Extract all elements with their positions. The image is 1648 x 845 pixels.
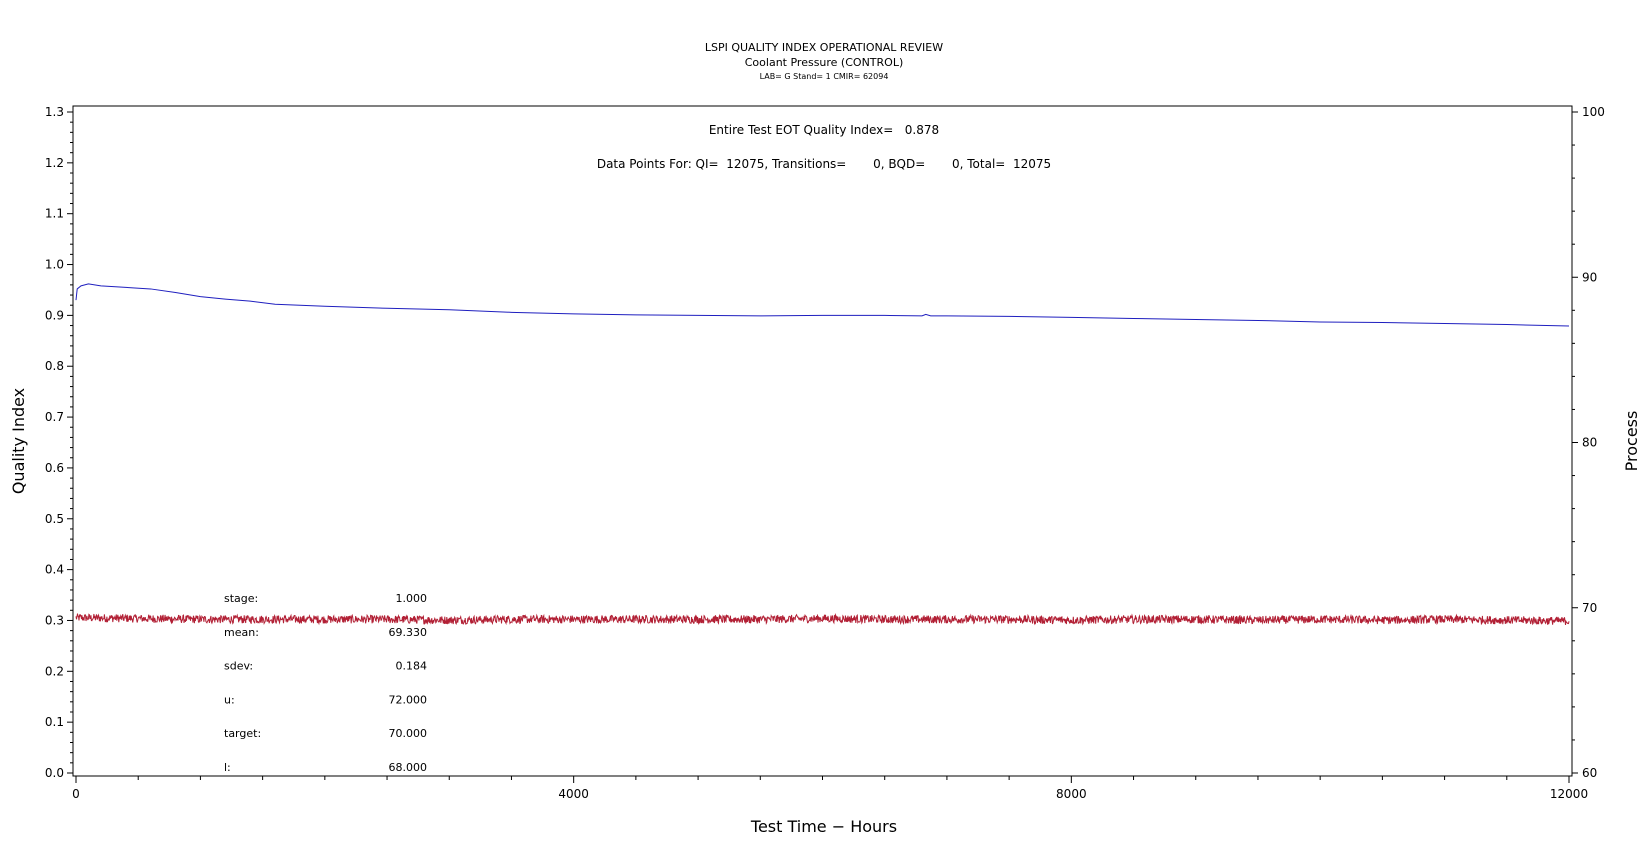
- stat-value: 72.000: [389, 693, 428, 706]
- y-left-tick-label: 0.4: [45, 563, 64, 577]
- y-left-tick-label: 0.1: [45, 715, 64, 729]
- chart-title: LSPI QUALITY INDEX OPERATIONAL REVIEW: [705, 41, 943, 54]
- y-right-tick-label: 90: [1582, 270, 1597, 284]
- x-tick-label: 4000: [558, 787, 589, 801]
- stat-label: target:: [224, 727, 261, 740]
- stat-label: u:: [224, 693, 235, 706]
- plot-frame: [72, 105, 1573, 777]
- series-process-line: [75, 613, 1570, 626]
- y-left-tick-label: 1.1: [45, 207, 64, 221]
- y-left-tick-label: 0.5: [45, 512, 64, 526]
- x-tick-label: 12000: [1550, 787, 1588, 801]
- stat-value: 69.330: [389, 626, 428, 639]
- y-right-tick-label: 70: [1582, 601, 1597, 615]
- y-left-tick-label: 1.2: [45, 156, 64, 170]
- y-right-tick-label: 60: [1582, 766, 1597, 780]
- series-quality-index-line: [75, 283, 1570, 327]
- x-tick-label: 8000: [1056, 787, 1087, 801]
- y-left-tick-label: 0.8: [45, 359, 64, 373]
- y-right-tick-label: 100: [1582, 105, 1605, 119]
- stat-value: 68.000: [389, 761, 428, 774]
- qi-annotation: Entire Test EOT Quality Index= 0.878: [709, 123, 939, 137]
- y-left-tick-label: 1.3: [45, 105, 64, 119]
- y-right-tick-label: 80: [1582, 436, 1597, 450]
- chart-subtitle: Coolant Pressure (CONTROL): [745, 56, 904, 69]
- y-left-tick-label: 0.9: [45, 308, 64, 322]
- y-left-tick-label: 0.7: [45, 410, 64, 424]
- chart-subtitle-2: LAB= G Stand= 1 CMIR= 62094: [760, 72, 889, 81]
- stat-value: 0.184: [396, 660, 428, 673]
- y-left-tick-label: 0.6: [45, 461, 64, 475]
- y-left-tick-label: 0.2: [45, 664, 64, 678]
- y-left-tick-label: 0.0: [45, 766, 64, 780]
- axis-ticks: 0.0 0.1 0.2 0.3 0.4 0.5 0.6 0.7 0.8 0.9 1.0 1.1 1.2 1…: [45, 105, 1605, 801]
- stat-value: 70.000: [389, 727, 428, 740]
- x-tick-label: 0: [72, 787, 80, 801]
- stat-value: 1.000: [396, 592, 428, 605]
- y-left-tick-label: 1.0: [45, 258, 64, 272]
- data-points-annotation: Data Points For: QI= 12075, Transitions=…: [597, 157, 1051, 171]
- stats-table: stage: 1.000 mean: 69.330 sdev: 0.184 u: 72.000…: [224, 592, 427, 774]
- y-left-tick-label: 0.3: [45, 613, 64, 627]
- stat-label: mean:: [224, 626, 259, 639]
- stat-label: stage:: [224, 592, 258, 605]
- y-axis-right-label: Process: [1622, 411, 1641, 472]
- y-axis-left-label: Quality Index: [9, 388, 28, 494]
- stat-label: sdev:: [224, 660, 253, 673]
- x-axis-label: Test Time − Hours: [750, 817, 897, 836]
- data-series: [75, 283, 1570, 626]
- stat-label: l:: [224, 761, 231, 774]
